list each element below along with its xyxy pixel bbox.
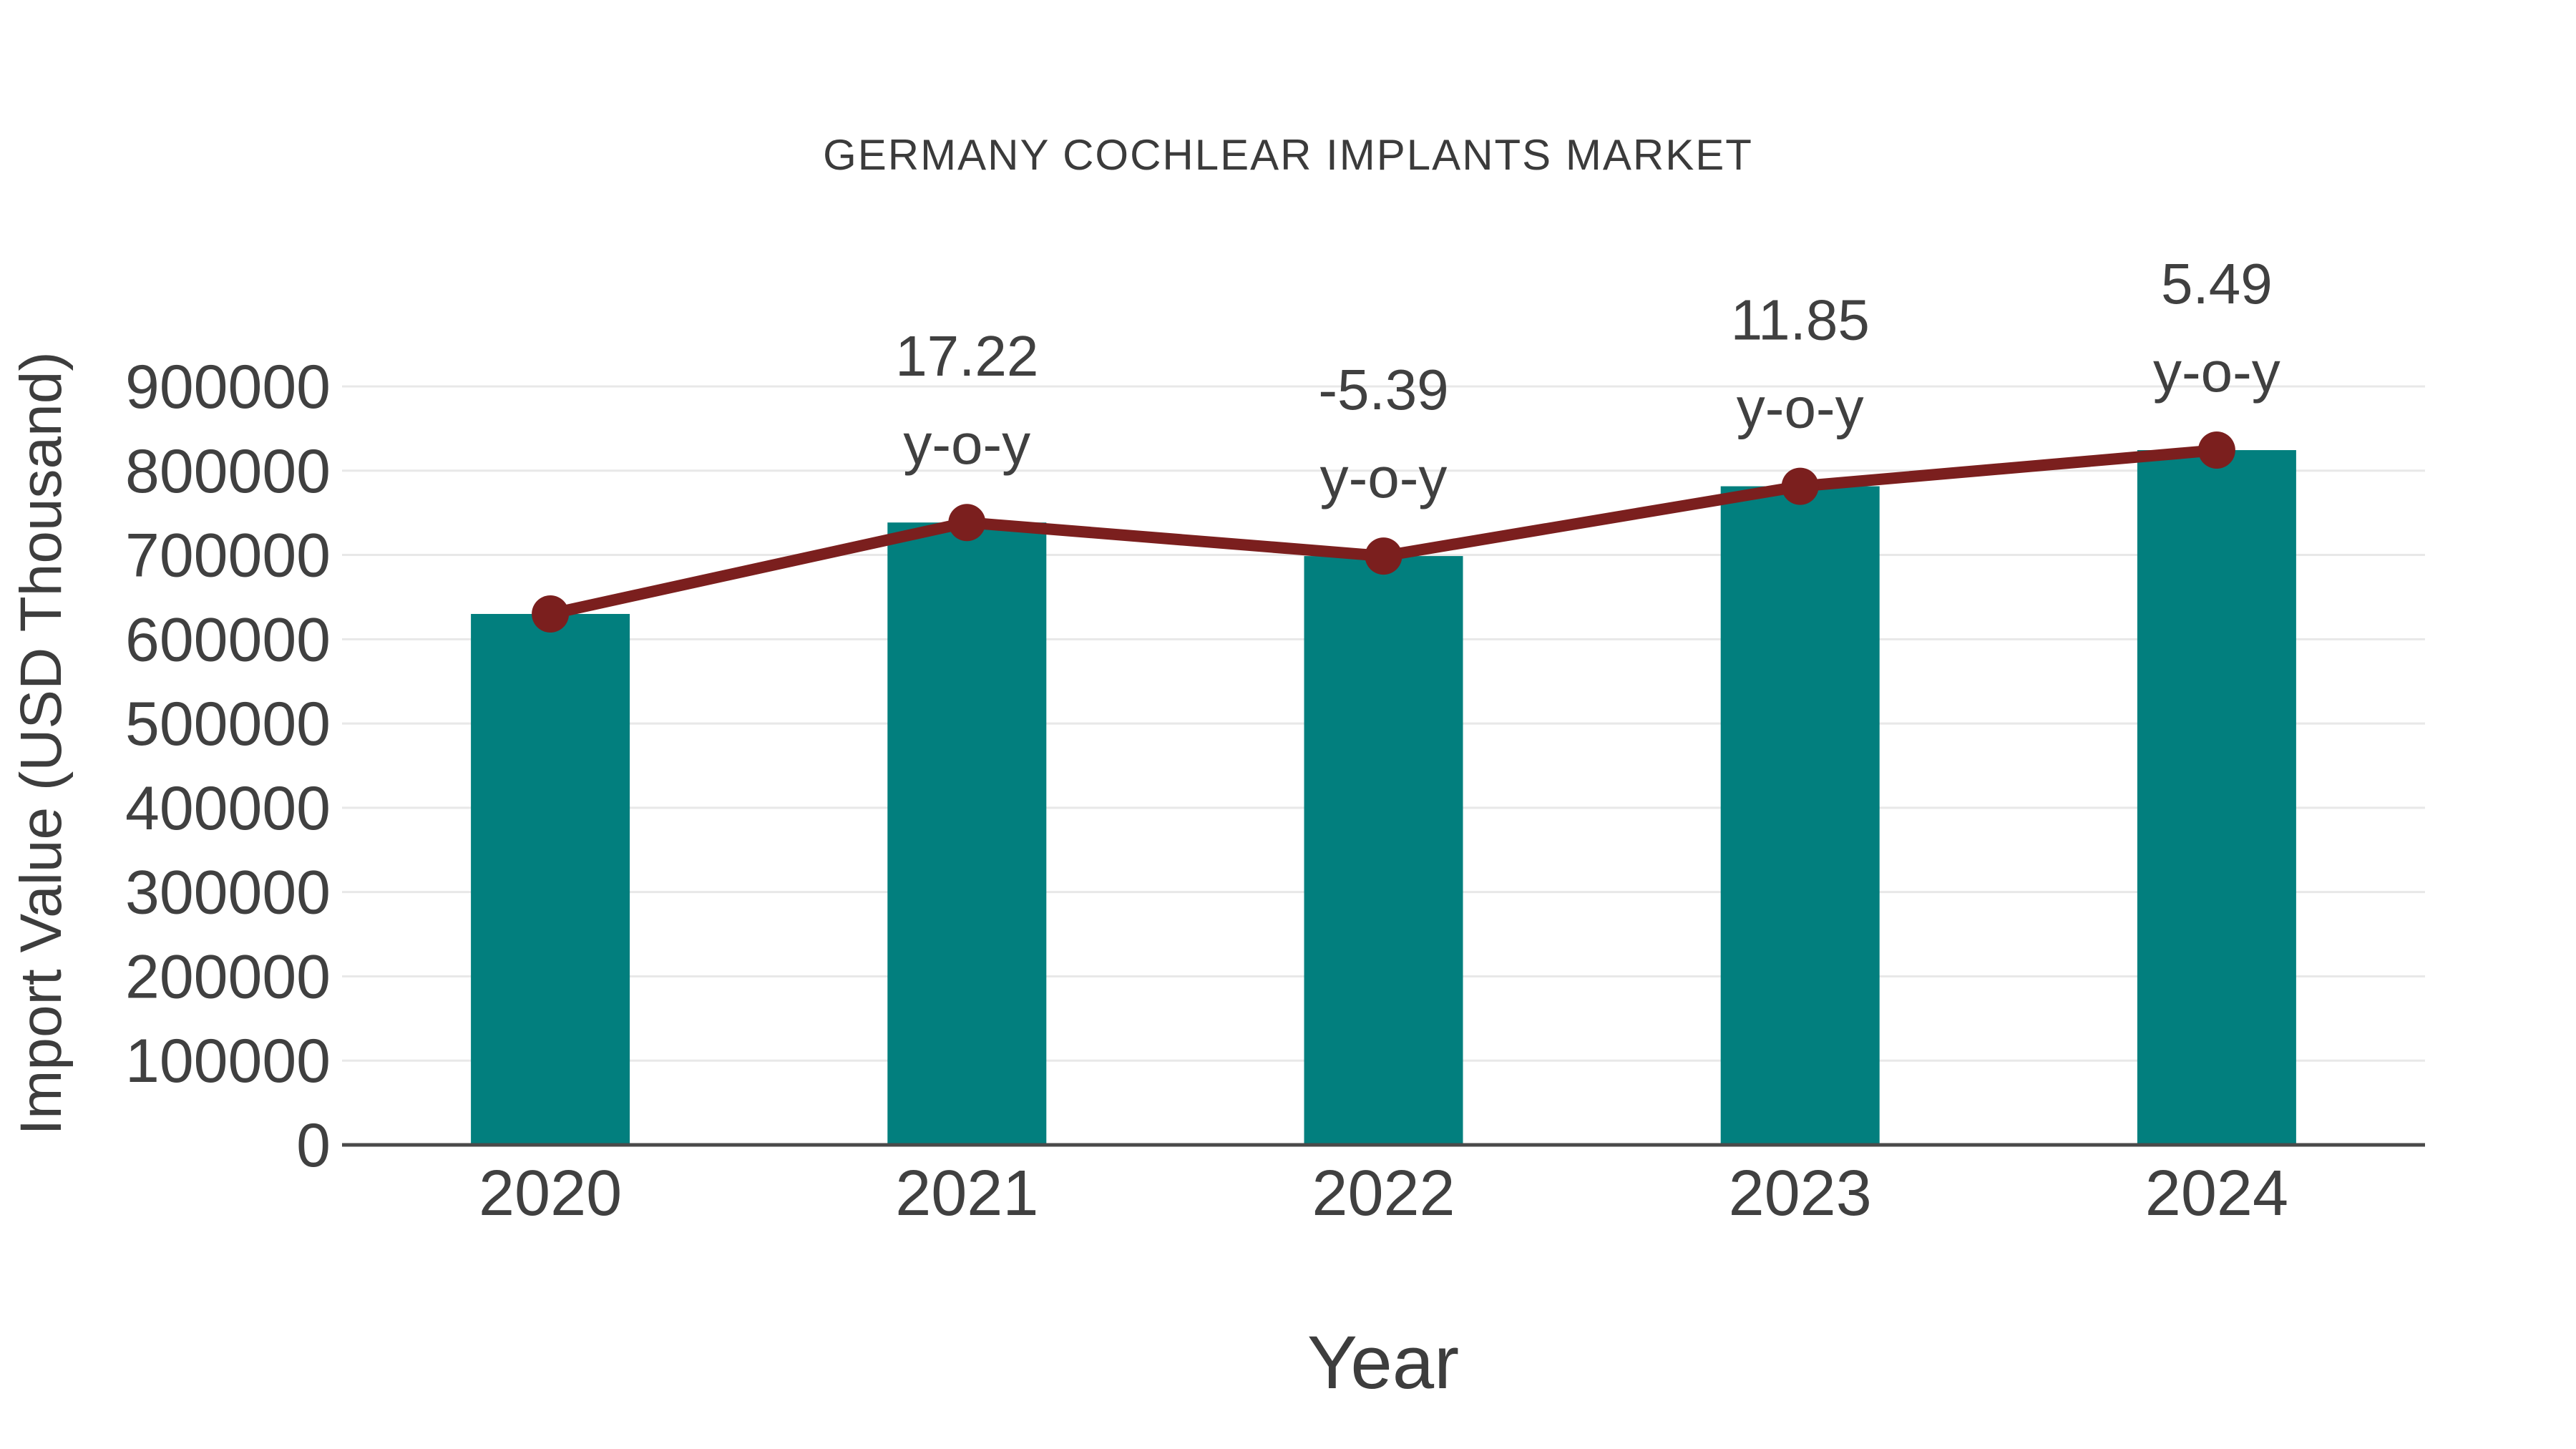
y-tick-label: 900000 [125,353,331,421]
marker-2023 [1781,467,1819,505]
x-tick-label: 2022 [1312,1158,1455,1229]
y-tick-label: 100000 [125,1027,331,1096]
y-tick-label: 500000 [125,690,331,758]
bar-2022 [1304,556,1463,1145]
annotation-suffix-2022: y-o-y [1320,446,1448,509]
annotation-value-2024: 5.49 [2161,252,2273,316]
bar-2021 [887,522,1047,1145]
x-axis-title: Year [1307,1321,1460,1405]
marker-2024 [2197,431,2235,469]
y-tick-label: 300000 [125,859,331,927]
bar-2020 [471,614,630,1145]
annotation-suffix-2021: y-o-y [903,412,1030,476]
x-tick-label: 2024 [2145,1158,2288,1229]
annotation-value-2022: -5.39 [1318,358,1448,421]
annotation-suffix-2024: y-o-y [2153,340,2280,404]
marker-2020 [532,595,570,633]
y-tick-label: 600000 [125,605,331,674]
bar-2023 [1720,486,1880,1145]
marker-2021 [948,504,986,542]
y-tick-label: 200000 [125,942,331,1011]
x-tick-label: 2021 [895,1158,1038,1229]
y-tick-label: 800000 [125,437,331,506]
annotation-value-2021: 17.22 [895,324,1038,388]
y-tick-label: 700000 [125,522,331,590]
y-tick-label: 400000 [125,774,331,843]
chart-title: GERMANY COCHLEAR IMPLANTS MARKET [823,131,1753,179]
annotation-value-2023: 11.85 [1731,288,1870,352]
y-tick-label: 0 [296,1111,331,1180]
x-tick-label: 2020 [479,1158,622,1229]
x-tick-label: 2023 [1729,1158,1872,1229]
annotation-suffix-2023: y-o-y [1737,376,1864,440]
marker-2022 [1365,537,1402,575]
bar-2024 [2137,450,2296,1145]
